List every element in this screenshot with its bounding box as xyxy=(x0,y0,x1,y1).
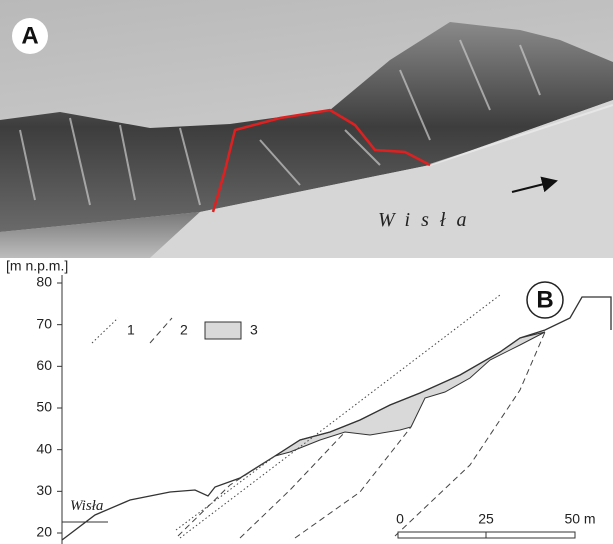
panel-b: [m n.p.m.] 1 2 3 Wisła 0 25 50 m B 80 70 6… xyxy=(6,258,611,544)
scale-label: 25 xyxy=(478,511,494,527)
scale-bar xyxy=(398,532,486,538)
figure: Wisła A [m n.p.m.] 1 2 3 Wisła 0 25 xyxy=(0,0,613,544)
y-tick-label: 40 xyxy=(36,440,52,456)
panel-label: B xyxy=(536,286,553,313)
ground-profile xyxy=(62,297,611,540)
y-tick-label: 80 xyxy=(36,274,52,290)
legend-dashed xyxy=(150,318,172,343)
panel-a: Wisła A xyxy=(0,0,613,258)
y-tick-label: 20 xyxy=(36,524,52,540)
scale-label: 50 m xyxy=(564,511,595,527)
scale-label: 0 xyxy=(396,511,404,527)
river-label: Wisła xyxy=(70,498,103,514)
legend-label: 1 xyxy=(127,322,135,338)
river-label: Wisła xyxy=(378,209,477,231)
y-tick-label: 60 xyxy=(36,357,52,373)
legend-label: 3 xyxy=(250,322,258,338)
y-tick-label: 50 xyxy=(36,399,52,415)
legend-dotted xyxy=(92,318,118,343)
y-axis-title: [m n.p.m.] xyxy=(6,258,68,274)
panel-label: A xyxy=(21,22,38,49)
legend-label: 2 xyxy=(180,322,188,338)
y-tick-label: 30 xyxy=(36,482,52,498)
scale-bar xyxy=(486,532,575,538)
y-tick-label: 70 xyxy=(36,315,52,331)
deposit xyxy=(275,332,545,456)
legend-fill xyxy=(205,322,241,339)
